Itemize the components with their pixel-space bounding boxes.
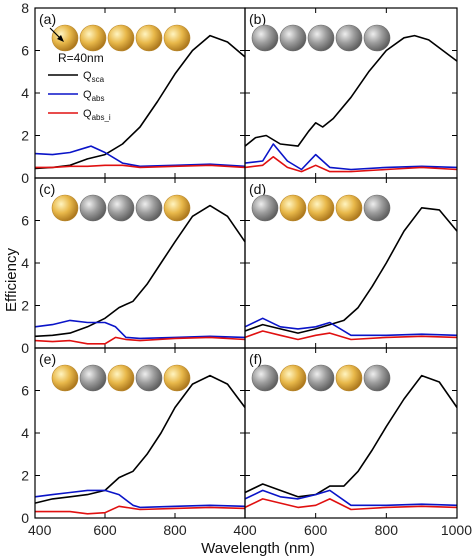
x-tick-label: 400 <box>233 522 257 538</box>
silver-sphere <box>135 194 163 222</box>
series-line-abs-i <box>244 498 458 511</box>
gold-sphere <box>135 24 163 52</box>
legend-entry: Qabs <box>83 89 104 103</box>
gold-sphere <box>163 364 191 392</box>
panel-b: (b) <box>244 7 458 179</box>
series-line-abs-i <box>35 505 246 515</box>
silver-sphere <box>107 194 135 222</box>
y-tick-label: 6 <box>21 213 29 229</box>
legend-subscript: sca <box>92 75 105 84</box>
silver-sphere <box>251 194 279 222</box>
series-line-abs <box>34 489 246 509</box>
series-line-abs <box>244 317 458 337</box>
y-tick-label: 6 <box>21 43 29 59</box>
series-line-abs-i <box>244 156 458 173</box>
gold-sphere <box>335 194 363 222</box>
silver-sphere <box>307 364 335 392</box>
silver-sphere <box>79 364 107 392</box>
y-tick-label: 2 <box>21 128 29 144</box>
series-line-abs <box>34 145 246 168</box>
x-tick-label: 1000 <box>441 522 472 538</box>
y-tick-label: 0 <box>21 340 29 356</box>
y-tick-label: 2 <box>21 468 29 484</box>
silver-sphere <box>135 364 163 392</box>
panel-a: (a) R=40nm Qsca Qabs Qabs_i 0 2 4 6 8 <box>21 0 246 186</box>
y-tick-label: 8 <box>21 0 29 16</box>
series-line-sca <box>244 374 458 498</box>
series-line-abs <box>244 143 458 171</box>
gold-sphere <box>51 24 79 52</box>
series-line-abs-i <box>244 330 458 341</box>
gold-sphere <box>279 364 307 392</box>
series-line-sca <box>244 207 458 334</box>
series-line-abs-i <box>34 336 246 345</box>
panel-label: (b) <box>249 11 266 27</box>
panel-f: (f) <box>244 347 458 519</box>
y-tick-label: 4 <box>21 255 29 271</box>
series-line-sca <box>34 34 246 170</box>
silver-sphere <box>335 24 363 52</box>
panel-c: (c) 0 2 4 6 <box>21 177 246 356</box>
legend-subscript: abs <box>92 94 105 103</box>
y-tick-label: 0 <box>21 510 29 526</box>
panel-label: (f) <box>249 351 262 367</box>
gold-sphere <box>51 194 79 222</box>
legend-entry: Qsca <box>83 70 105 84</box>
gold-sphere <box>107 364 135 392</box>
gold-sphere <box>79 24 107 52</box>
series-line-sca <box>34 374 246 504</box>
y-tick-label: 6 <box>21 383 29 399</box>
legend-entry: Qabs_i <box>83 108 111 122</box>
panel-e: (e) 0 2 4 6 <box>21 347 246 526</box>
x-tick-label: 800 <box>163 522 187 538</box>
gold-sphere <box>279 194 307 222</box>
y-tick-label: 4 <box>21 85 29 101</box>
silver-sphere <box>363 364 391 392</box>
series-line-sca <box>34 204 246 338</box>
radius-annotation: R=40nm <box>58 51 104 65</box>
series-line-abs-i <box>35 164 246 169</box>
silver-sphere <box>307 24 335 52</box>
silver-sphere <box>251 364 279 392</box>
x-axis-label: Wavelength (nm) <box>201 540 315 557</box>
gold-sphere <box>307 194 335 222</box>
panel-d: (d) <box>244 177 458 349</box>
plot-frame <box>244 347 458 519</box>
panel-label: (a) <box>39 11 56 27</box>
series-line-abs <box>244 489 458 507</box>
x-tick-label: 600 <box>304 522 328 538</box>
y-axis-label: Efficiency <box>3 248 20 312</box>
gold-sphere <box>107 24 135 52</box>
x-tick-label: 600 <box>93 522 117 538</box>
silver-sphere <box>279 24 307 52</box>
gold-sphere <box>163 194 191 222</box>
gold-sphere <box>51 364 79 392</box>
panel-label: (e) <box>39 351 56 367</box>
legend-subscript: abs_i <box>92 113 111 122</box>
y-tick-label: 0 <box>21 170 29 186</box>
silver-sphere <box>251 24 279 52</box>
series-line-abs <box>34 319 246 340</box>
silver-sphere <box>363 194 391 222</box>
gold-sphere <box>163 24 191 52</box>
y-tick-label: 4 <box>21 425 29 441</box>
x-tick-label: 400 <box>28 522 52 538</box>
silver-sphere <box>79 194 107 222</box>
panel-label: (d) <box>249 181 266 197</box>
gold-sphere <box>335 364 363 392</box>
series-line-sca <box>244 34 458 147</box>
radius-arrow-head <box>57 35 64 42</box>
y-tick-label: 2 <box>21 298 29 314</box>
silver-sphere <box>363 24 391 52</box>
x-tick-label: 800 <box>375 522 399 538</box>
panel-label: (c) <box>39 181 55 197</box>
